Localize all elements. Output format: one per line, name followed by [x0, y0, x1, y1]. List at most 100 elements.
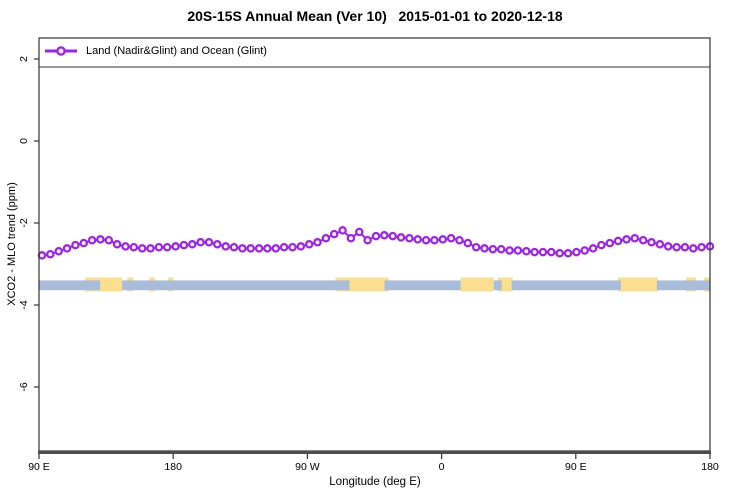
ocean-coverage-band-segment	[384, 280, 461, 291]
data-point-marker	[421, 235, 431, 245]
data-point-marker	[121, 242, 130, 251]
data-point-marker	[430, 235, 439, 245]
x-axis-tick-label: 0	[439, 461, 445, 473]
y-axis-tick-label: 2	[18, 56, 30, 62]
data-point-marker	[396, 233, 406, 242]
y-axis-title: XCO2 - MLO trend (ppm)	[6, 182, 18, 306]
data-point-marker	[229, 242, 239, 252]
data-point-marker	[46, 249, 55, 259]
data-point-marker	[112, 240, 122, 249]
data-point-marker	[547, 247, 556, 257]
legend: Land (Nadir&Glint) and Ocean (Glint)	[44, 44, 267, 58]
data-point-marker	[355, 227, 364, 237]
data-point-marker	[647, 238, 656, 247]
data-point-marker	[246, 244, 255, 253]
data-point-marker	[405, 233, 414, 243]
x-axis-title: Longitude (deg E)	[329, 476, 421, 488]
data-point-marker	[538, 247, 548, 257]
ocean-coverage-band-segment	[656, 280, 710, 291]
data-point-marker	[329, 229, 339, 239]
data-point-marker	[513, 246, 523, 255]
ocean-coverage-band-segment	[122, 280, 350, 291]
data-point-marker	[162, 242, 172, 252]
x-axis-tick-label: 90 W	[295, 461, 320, 473]
ocean-coverage-band-segment	[39, 280, 101, 291]
data-point-marker	[263, 244, 272, 253]
data-point-marker	[388, 231, 397, 241]
data-point-marker	[638, 235, 648, 245]
data-point-marker	[279, 242, 289, 252]
chart-title: 20S-15S Annual Mean (Ver 10) 2015-01-01 …	[187, 8, 563, 24]
data-point-marker	[380, 231, 389, 240]
data-point-marker	[104, 235, 114, 245]
data-point-marker	[555, 249, 564, 258]
data-point-marker	[371, 231, 381, 241]
data-point-marker	[505, 246, 514, 255]
data-point-marker	[572, 247, 581, 257]
data-point-marker	[363, 235, 372, 245]
data-point-marker	[146, 244, 155, 253]
data-point-marker	[296, 242, 306, 251]
data-point-marker	[580, 246, 589, 255]
data-point-marker	[446, 233, 456, 243]
data-point-marker	[522, 247, 531, 256]
data-point-marker	[622, 235, 631, 244]
data-point-marker	[129, 242, 139, 252]
x-axis-tick-label: 90 E	[565, 461, 587, 473]
x-axis-tick-label: 180	[701, 461, 719, 473]
data-point-marker	[680, 242, 690, 252]
data-point-marker	[54, 247, 63, 256]
data-point-marker	[346, 233, 356, 243]
land-coverage-band-segment	[617, 277, 658, 292]
data-point-marker	[480, 244, 489, 253]
data-point-marker	[271, 244, 281, 253]
y-axis-tick-label: -6	[18, 382, 30, 391]
data-point-marker	[321, 233, 331, 243]
data-point-marker	[455, 235, 464, 245]
data-point-marker	[171, 242, 180, 251]
legend-marker-icon	[45, 46, 77, 56]
data-point-marker	[304, 240, 314, 249]
data-point-marker	[605, 238, 615, 248]
data-point-marker	[697, 242, 706, 252]
data-point-marker	[96, 235, 105, 244]
data-point-marker	[663, 242, 673, 251]
data-point-marker	[413, 235, 422, 244]
data-point-marker	[438, 235, 448, 244]
data-point-marker	[79, 238, 88, 248]
data-point-marker	[689, 244, 698, 253]
data-point-marker	[254, 244, 264, 253]
data-point-marker	[179, 240, 189, 250]
data-point-marker	[71, 240, 80, 250]
data-point-marker	[488, 244, 498, 254]
data-point-marker	[87, 235, 97, 245]
data-point-marker	[213, 240, 222, 249]
data-point-marker	[338, 226, 347, 235]
data-point-marker	[655, 240, 665, 249]
y-axis-tick-label: -2	[18, 218, 30, 227]
data-point-marker	[288, 242, 297, 252]
data-point-marker	[630, 233, 640, 243]
data-point-marker	[238, 244, 247, 253]
data-point-marker	[563, 249, 573, 258]
ocean-coverage-band-segment	[493, 280, 502, 291]
y-axis-tick-label: 0	[18, 138, 30, 144]
data-point-marker	[463, 238, 473, 248]
data-point-marker	[154, 242, 164, 252]
data-point-marker	[221, 242, 230, 251]
legend-label: Land (Nadir&Glint) and Ocean (Glint)	[86, 45, 267, 57]
data-point-marker	[188, 240, 197, 249]
x-axis-tick-label: 90 E	[28, 461, 50, 473]
ocean-coverage-band-segment	[511, 280, 621, 291]
data-point-marker	[530, 247, 539, 257]
data-point-marker	[588, 244, 598, 253]
x-axis-tick-label: 180	[164, 461, 182, 473]
data-point-marker	[204, 238, 214, 247]
data-point-marker	[196, 238, 205, 247]
land-coverage-band-segment	[460, 277, 494, 292]
data-point-marker	[672, 242, 681, 252]
data-point-marker	[471, 242, 481, 252]
data-point-marker	[613, 236, 623, 246]
